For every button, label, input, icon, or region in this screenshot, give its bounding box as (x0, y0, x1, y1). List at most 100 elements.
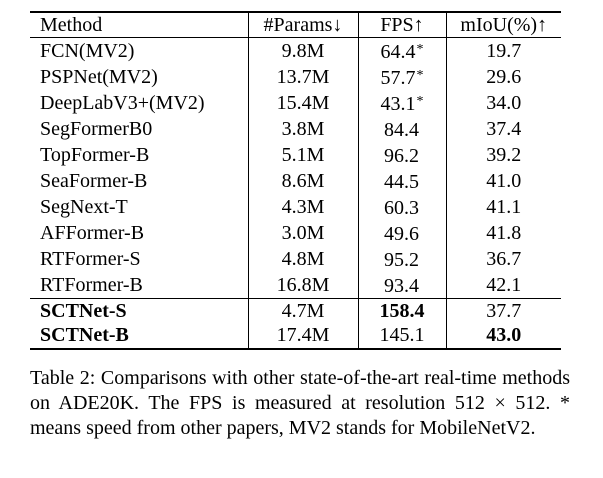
miou-cell: 41.1 (445, 194, 561, 221)
params-value: 4.3M (281, 196, 325, 219)
table-row-sctnet-b: SCTNet-B 17.4M 145.1 43.0 (30, 323, 561, 349)
table-row: PSPNet(MV2) 13.7M 57.7* 29.6 (30, 64, 561, 91)
method-value: PSPNet(MV2) (40, 66, 158, 89)
params-cell: 4.7M (247, 298, 358, 324)
params-cell: 3.8M (247, 116, 358, 143)
fps-cell: 64.4* (357, 37, 446, 65)
miou-cell: 19.7 (445, 37, 561, 65)
fps-cell: 44.5 (357, 168, 446, 195)
method-cell: RTFormer-S (30, 246, 248, 272)
params-value: 8.6M (281, 170, 325, 193)
miou-value: 42.1 (486, 274, 522, 297)
table-row: DeepLabV3+(MV2) 15.4M 43.1* 34.0 (30, 90, 561, 117)
params-cell: 3.0M (247, 220, 358, 247)
table-row: RTFormer-B 16.8M 93.4 42.1 (30, 272, 561, 299)
miou-cell: 41.0 (445, 168, 561, 195)
miou-value: 29.6 (486, 66, 522, 89)
fps-cell: 145.1 (357, 323, 446, 349)
miou-cell: 29.6 (445, 64, 561, 91)
params-cell: 17.4M (247, 323, 358, 349)
miou-cell: 43.0 (445, 323, 561, 349)
fps-value: 44.5 (384, 171, 419, 194)
table-row: SegNext-T 4.3M 60.3 41.1 (30, 194, 561, 221)
method-cell: DeepLabV3+(MV2) (30, 90, 248, 116)
header-method: Method (40, 14, 103, 37)
header-miou: mIoU(%)↑ (445, 12, 561, 38)
miou-cell: 34.0 (445, 90, 561, 117)
method-cell: SegNext-T (30, 194, 248, 220)
table-caption: Table 2: Comparisons with other state-of… (30, 367, 570, 439)
params-value: 3.0M (281, 222, 325, 245)
miou-cell: 42.1 (445, 272, 561, 299)
params-value: 4.8M (281, 248, 325, 271)
fps-value: 95.2 (384, 249, 419, 272)
params-cell: 16.8M (247, 272, 358, 299)
miou-cell: 37.7 (445, 298, 561, 324)
fps-value: 93.4 (384, 275, 419, 298)
params-value: 5.1M (281, 144, 325, 167)
method-cell: RTFormer-B (30, 272, 248, 299)
fps-value: 57.7 (380, 67, 416, 90)
miou-value: 39.2 (486, 144, 522, 167)
method-value: RTFormer-S (40, 248, 141, 271)
params-cell: 9.8M (247, 37, 358, 65)
speed-source-asterisk: * (416, 94, 424, 110)
method-value: RTFormer-B (40, 274, 143, 297)
speed-source-asterisk: * (416, 68, 424, 84)
method-value: FCN(MV2) (40, 40, 135, 63)
fps-value: 64.4 (380, 41, 416, 64)
table-row: AFFormer-B 3.0M 49.6 41.8 (30, 220, 561, 247)
miou-value: 41.8 (486, 222, 522, 245)
method-value: SegFormerB0 (40, 118, 153, 141)
method-cell: SCTNet-B (40, 324, 129, 347)
miou-value: 34.0 (486, 92, 522, 115)
speed-source-asterisk: * (416, 42, 424, 58)
params-cell: 4.3M (247, 194, 358, 221)
params-cell: 13.7M (247, 64, 358, 91)
method-value: SeaFormer-B (40, 170, 148, 193)
header-fps: FPS↑ (357, 12, 446, 38)
table-row: TopFormer-B 5.1M 96.2 39.2 (30, 142, 561, 169)
table-row: RTFormer-S 4.8M 95.2 36.7 (30, 246, 561, 273)
table-row: SeaFormer-B 8.6M 44.5 41.0 (30, 168, 561, 195)
miou-cell: 37.4 (445, 116, 561, 143)
header-row: Method #Params↓ FPS↑ mIoU(%)↑ (30, 12, 561, 38)
method-cell: AFFormer-B (30, 220, 248, 246)
method-value: TopFormer-B (40, 144, 150, 167)
method-value: AFFormer-B (40, 222, 145, 245)
method-cell: PSPNet(MV2) (30, 64, 248, 90)
table-row: FCN(MV2) 9.8M 64.4* 19.7 (30, 37, 561, 65)
fps-cell: 158.4 (357, 298, 446, 324)
fps-value: 84.4 (384, 119, 419, 142)
method-value: DeepLabV3+(MV2) (40, 92, 205, 115)
miou-cell: 39.2 (445, 142, 561, 169)
params-value: 15.4M (276, 92, 330, 115)
miou-cell: 36.7 (445, 246, 561, 273)
miou-value: 41.0 (486, 170, 522, 193)
fps-value: 49.6 (384, 223, 419, 246)
params-cell: 8.6M (247, 168, 358, 195)
fps-value: 60.3 (384, 197, 419, 220)
method-cell: TopFormer-B (30, 142, 248, 168)
method-value: SegNext-T (40, 196, 128, 219)
method-cell: SegFormerB0 (30, 116, 248, 142)
fps-cell: 49.6 (357, 220, 446, 247)
params-cell: 15.4M (247, 90, 358, 117)
params-value: 16.8M (276, 274, 330, 297)
fps-value: 43.1 (380, 93, 416, 116)
miou-value: 36.7 (486, 248, 522, 271)
fps-cell: 93.4 (357, 272, 446, 299)
table-row: SegFormerB0 3.8M 84.4 37.4 (30, 116, 561, 143)
table-row-sctnet-s: SCTNet-S 4.7M 158.4 37.7 (30, 298, 561, 324)
results-table: Method #Params↓ FPS↑ mIoU(%)↑ FCN(MV2) 9.… (30, 11, 561, 350)
fps-value: 96.2 (384, 145, 419, 168)
method-cell: FCN(MV2) (30, 38, 248, 65)
params-value: 9.8M (281, 40, 325, 63)
fps-cell: 96.2 (357, 142, 446, 169)
params-value: 3.8M (281, 118, 325, 141)
miou-value: 41.1 (486, 196, 522, 219)
params-cell: 5.1M (247, 142, 358, 169)
params-value: 13.7M (276, 66, 330, 89)
params-cell: 4.8M (247, 246, 358, 273)
miou-cell: 41.8 (445, 220, 561, 247)
